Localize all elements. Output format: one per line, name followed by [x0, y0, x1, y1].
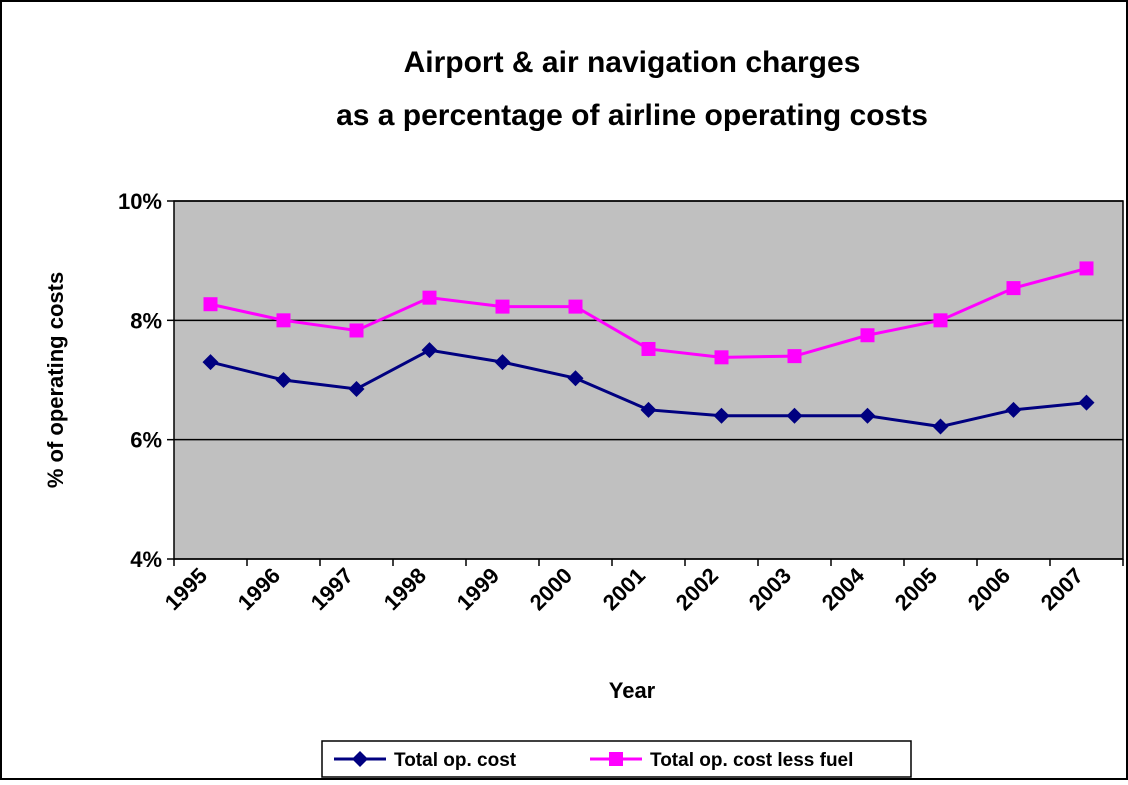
y-tick-label: 10%: [118, 189, 162, 214]
point: [348, 380, 365, 397]
legend-label: Total op. cost less fuel: [650, 750, 853, 771]
point: [422, 290, 437, 305]
point: [786, 407, 803, 424]
point: [275, 372, 292, 388]
y-tick-label: 8%: [130, 308, 162, 333]
point: [713, 407, 730, 424]
point: [202, 354, 219, 371]
point: [1005, 401, 1022, 418]
plot-border: [173, 200, 1124, 560]
point: [641, 341, 656, 356]
point: [640, 401, 657, 418]
point: [714, 350, 729, 365]
point: [787, 349, 802, 364]
y-axis-label: % of operating costs: [43, 272, 68, 488]
point: [932, 418, 949, 435]
point: [203, 297, 218, 312]
point: [568, 299, 583, 314]
y-tick-label: 4%: [130, 547, 162, 572]
legend-label: Total op. cost: [394, 750, 517, 771]
point: [349, 323, 364, 338]
point: [859, 407, 876, 424]
point: [1006, 281, 1021, 296]
point: [1079, 261, 1094, 276]
chart-title: Airport & air navigation charges: [404, 46, 861, 79]
point: [567, 370, 584, 387]
chart-title: as a percentage of airline operating cos…: [336, 99, 928, 132]
y-tick-label: 6%: [130, 428, 162, 453]
point: [494, 354, 511, 371]
point: [860, 328, 875, 343]
legend-marker: [352, 751, 368, 767]
point: [421, 342, 438, 359]
x-axis-label: Year: [609, 678, 656, 703]
point: [933, 313, 948, 328]
point: [495, 299, 510, 314]
point: [1078, 394, 1095, 411]
point: [276, 313, 291, 328]
plot-area: [174, 201, 1123, 559]
legend-marker: [609, 752, 623, 766]
